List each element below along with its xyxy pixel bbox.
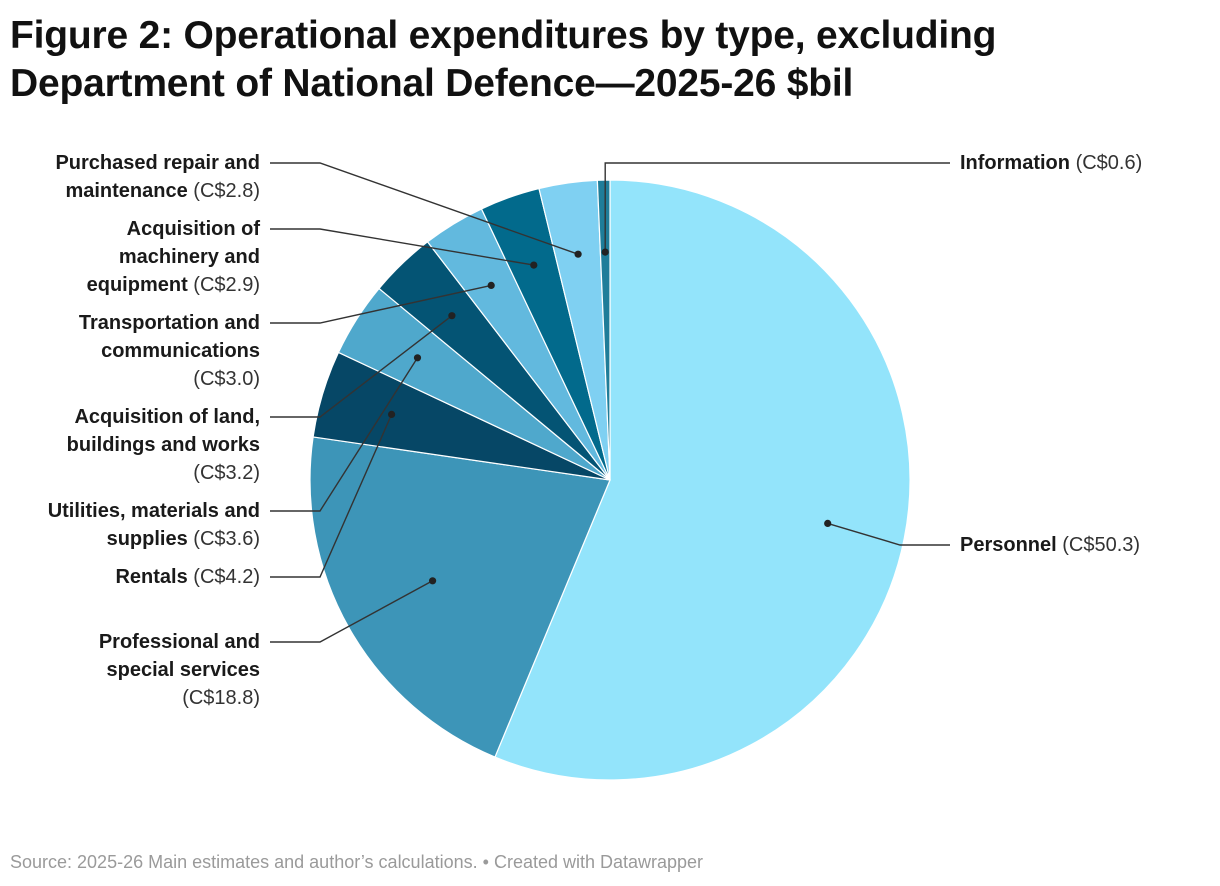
slice-value: (C$2.9) [193,274,260,296]
leader-line-repair [270,162,579,255]
slice-value: (C$2.8) [193,180,260,202]
leader-line-machinery [270,228,534,266]
slice-name: machinery and [118,246,260,268]
leader-dot-transport [487,281,495,289]
slice-name: Personnel [960,534,1057,556]
leader-line-utilities [270,357,419,512]
leader-line-rentals [270,414,393,578]
slice-name: Professional and [98,631,260,653]
slice-label-line: (C$18.8) [99,684,260,712]
source-note: Source: 2025-26 Main estimates and autho… [10,852,478,872]
leader-dot-rentals [388,410,396,418]
leader-line-professional [270,580,433,643]
slice-name: Information [960,152,1070,174]
slice-label-line: Information (C$0.6) [960,149,1142,177]
slice-value: (C$0.6) [1075,152,1143,174]
leader-line-land [270,315,453,418]
leader-dot-repair [574,250,582,258]
slice-label-professional: Professional and special services (C$18.8) [99,628,260,712]
slice-name: Acquisition of [126,218,260,240]
slice-label-land: Acquisition of land, buildings and works (… [67,403,260,487]
slice-label-line: machinery and [87,243,260,271]
footer-separator: • [482,852,489,872]
slice-label-line: buildings and works [67,431,260,459]
slice-name: supplies [106,528,188,550]
slice-label-line: special services [99,656,260,684]
slice-label-line: communications [79,337,260,365]
slice-name: Transportation and [78,312,260,334]
slice-label-line: Rentals (C$4.2) [115,563,260,591]
credit-note: Created with Datawrapper [493,852,704,872]
slice-label-line: Utilities, materials and [48,497,260,525]
slice-label-line: (C$3.0) [79,365,260,393]
slice-value: (C$3.6) [193,528,260,550]
slice-value: (C$3.2) [193,462,260,484]
slice-label-line: supplies (C$3.6) [48,525,260,553]
slice-value: (C$4.2) [193,566,260,588]
slice-name: communications [101,340,260,362]
slice-label-line: (C$3.2) [67,459,260,487]
leader-dot-information [601,248,609,256]
slice-label-transport: Transportation and communications (C$3.0) [79,309,260,393]
slice-label-personnel: Personnel (C$50.3) [960,531,1140,559]
leader-dot-personnel [824,519,832,528]
slice-value: (C$50.3) [1062,534,1141,556]
slice-label-line: maintenance (C$2.8) [55,177,260,205]
slice-name: maintenance [65,180,188,202]
leader-dot-land [448,312,456,320]
slice-label-line: equipment (C$2.9) [87,271,260,299]
slice-label-line: Professional and [99,628,260,656]
slice-name: buildings and works [66,434,260,456]
pie-slice-personnel [494,179,911,781]
slice-label-line: Personnel (C$50.3) [960,531,1140,559]
slice-name: special services [106,659,260,681]
slice-label-repair: Purchased repair and maintenance (C$2.8) [55,149,260,205]
slice-label-line: Acquisition of [87,215,260,243]
slice-value: (C$18.8) [182,687,260,709]
slice-name: Utilities, materials and [47,500,260,522]
leader-line-information [604,162,950,253]
pie-slice-professional [309,436,611,758]
slice-label-information: Information (C$0.6) [960,149,1142,177]
leader-dot-professional [429,577,437,585]
leader-line-personnel [827,522,950,546]
leader-lines [270,162,950,643]
slice-value: (C$3.0) [193,368,260,390]
chart-title: Figure 2: Operational expenditures by ty… [10,14,997,105]
slice-label-line: Acquisition of land, [67,403,260,431]
leader-dot-utilities [413,354,422,362]
pie-slices [309,179,911,781]
footer: Source: 2025-26 Main estimates and autho… [10,850,703,874]
slice-label-line: Transportation and [79,309,260,337]
slice-name: equipment [86,274,188,296]
slice-label-machinery: Acquisition of machinery and equipment (C$… [87,215,260,299]
slice-name: Rentals [115,566,188,588]
slice-name: Acquisition of land, [74,406,260,428]
leader-dot-machinery [530,261,538,269]
slice-name: Purchased repair and [55,152,260,174]
slice-label-utilities: Utilities, materials and supplies (C$3.6) [48,497,260,553]
slice-label-rentals: Rentals (C$4.2) [115,563,260,591]
leader-line-transport [270,284,492,324]
slice-label-line: Purchased repair and [55,149,260,177]
